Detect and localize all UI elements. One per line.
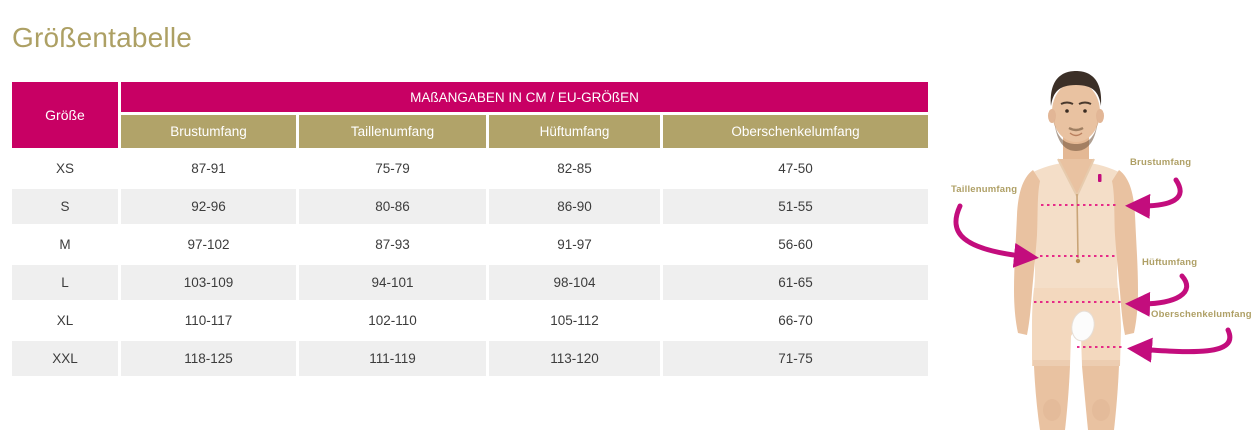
group-header: MAßANGABEN IN CM / EU-GRÖßEN: [121, 82, 928, 112]
hip-cell: 98-104: [489, 265, 660, 300]
shorts-hem-left: [1033, 360, 1070, 366]
column-header-waist: Taillenumfang: [299, 115, 486, 148]
brand-logo-tag: [1098, 174, 1102, 182]
thigh-cell: 51-55: [663, 189, 928, 224]
table-row-xl: XL 110-117 102-110 105-112 66-70: [12, 303, 928, 338]
man-eye-right: [1083, 109, 1087, 113]
size-table-container: Größe MAßANGABEN IN CM / EU-GRÖßEN Brust…: [9, 79, 931, 379]
thigh-cell: 66-70: [663, 303, 928, 338]
size-cell: M: [12, 227, 118, 262]
waist-cell: 87-93: [299, 227, 486, 262]
chest-cell: 92-96: [121, 189, 296, 224]
man-mouth: [1069, 132, 1083, 137]
size-cell: S: [12, 189, 118, 224]
table-row-xxl: XXL 118-125 111-119 113-120 71-75: [12, 341, 928, 376]
man-eyebrow-left: [1060, 101, 1074, 105]
knee-left: [1043, 399, 1061, 421]
hip-arrow: [1125, 273, 1190, 317]
size-cell: XS: [12, 151, 118, 186]
thigh-arrow: [1127, 327, 1233, 363]
chest-arrow: [1125, 177, 1183, 219]
man-eyebrow-right: [1078, 101, 1092, 105]
table-row-xs: XS 87-91 75-79 82-85 47-50: [12, 151, 928, 186]
chest-cell: 103-109: [121, 265, 296, 300]
chest-cell: 97-102: [121, 227, 296, 262]
waist-cell: 80-86: [299, 189, 486, 224]
man-ear-right: [1096, 109, 1104, 123]
shorts-hem-right: [1082, 360, 1120, 366]
waist-cell: 94-101: [299, 265, 486, 300]
table-row-s: S 92-96 80-86 86-90 51-55: [12, 189, 928, 224]
thigh-cell: 47-50: [663, 151, 928, 186]
waist-annotation-label: Taillenumfang: [951, 184, 1018, 195]
size-cell: L: [12, 265, 118, 300]
column-header-hip: Hüftumfang: [489, 115, 660, 148]
waist-cell: 75-79: [299, 151, 486, 186]
size-cell: XXL: [12, 341, 118, 376]
man-mustache: [1068, 126, 1084, 132]
knee-right: [1092, 399, 1110, 421]
size-cell: XL: [12, 303, 118, 338]
hip-cell: 82-85: [489, 151, 660, 186]
vneck-opening: [1058, 159, 1094, 196]
man-figure-illustration: [953, 71, 1233, 430]
page-title: Größentabelle: [12, 22, 193, 53]
vneck-seam: [1057, 158, 1095, 197]
column-header-thigh: Oberschenkelumfang: [663, 115, 928, 148]
bodysuit-vest: [1030, 162, 1122, 290]
man-leg-left: [1034, 366, 1070, 430]
column-header-chest: Brustumfang: [121, 115, 296, 148]
thigh-annotation-label: Oberschenkelumfang: [1151, 309, 1252, 320]
thigh-cell: 71-75: [663, 341, 928, 376]
thigh-cell: 56-60: [663, 227, 928, 262]
chest-annotation-label: Brustumfang: [1130, 157, 1192, 168]
hip-cell: 91-97: [489, 227, 660, 262]
chest-cell: 87-91: [121, 151, 296, 186]
waist-arrow: [953, 203, 1039, 268]
table-row-l: L 103-109 94-101 98-104 61-65: [12, 265, 928, 300]
product-figure: Brustumfang Taillenumfang Hüftumfang Obe…: [930, 0, 1258, 440]
waist-cell: 102-110: [299, 303, 486, 338]
man-hair: [1050, 71, 1102, 106]
size-column-header: Größe: [12, 82, 118, 148]
hip-annotation-label: Hüftumfang: [1142, 257, 1198, 268]
size-table: Größe MAßANGABEN IN CM / EU-GRÖßEN Brust…: [9, 79, 931, 379]
crotch-opening-pad: [1071, 310, 1095, 342]
hip-cell: 113-120: [489, 341, 660, 376]
man-beard: [1054, 119, 1098, 151]
man-ear-left: [1048, 109, 1056, 123]
hip-cell: 86-90: [489, 189, 660, 224]
waist-cell: 111-119: [299, 341, 486, 376]
chest-cell: 110-117: [121, 303, 296, 338]
man-face: [1052, 82, 1100, 142]
thigh-cell: 61-65: [663, 265, 928, 300]
man-eye-left: [1065, 109, 1069, 113]
table-row-m: M 97-102 87-93 91-97 56-60: [12, 227, 928, 262]
man-leg-right: [1082, 366, 1119, 430]
zipper-line: [1076, 193, 1079, 259]
hip-cell: 105-112: [489, 303, 660, 338]
chest-cell: 118-125: [121, 341, 296, 376]
zipper-pull: [1075, 258, 1081, 264]
